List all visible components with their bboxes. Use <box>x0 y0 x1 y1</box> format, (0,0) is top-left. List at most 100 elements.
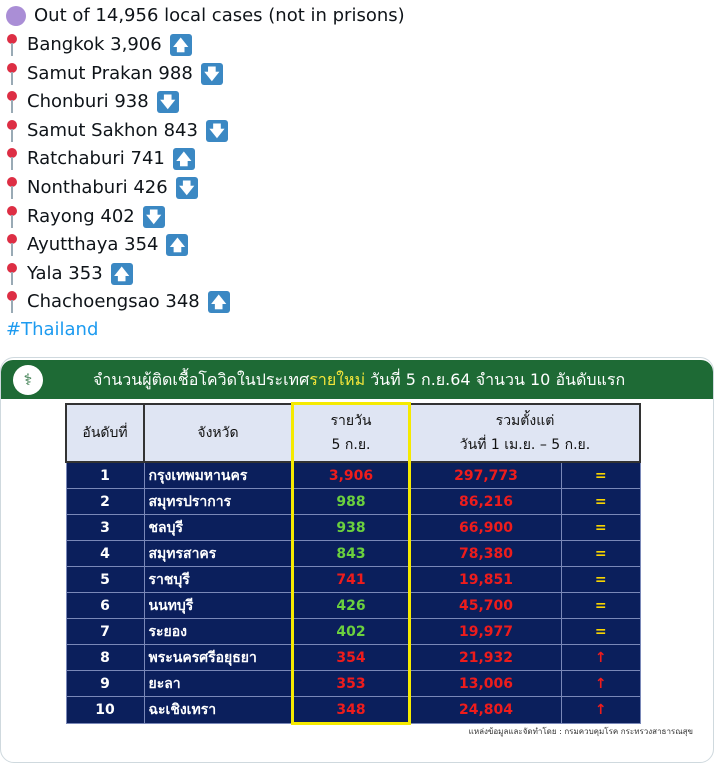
total-cell: 21,932 <box>409 644 562 671</box>
summary-line: Out of 14,956 local cases (not in prison… <box>6 3 405 29</box>
header-province: จังหวัด <box>143 402 294 463</box>
up-arrow-icon: ↑ <box>561 644 641 671</box>
daily-cell: 354 <box>291 644 411 671</box>
round-pushpin-icon <box>6 205 18 229</box>
province-text: Chachoengsao 348 <box>27 291 200 313</box>
round-pushpin-icon <box>6 233 18 257</box>
province-line: Rayong 402 🡇 <box>6 204 165 230</box>
equal-icon: = <box>561 540 641 567</box>
table-row: 7 ระยอง 402 19,977 = <box>65 618 641 645</box>
table-row: 8 พระนครศรีอยุธยา 354 21,932 ↑ <box>65 644 641 671</box>
round-pushpin-icon <box>6 290 18 314</box>
table-row: 1 กรุงเทพมหานคร 3,906 297,773 = <box>65 461 641 489</box>
rank-cell: 3 <box>65 514 145 541</box>
province-cell: นนทบุรี <box>143 592 293 619</box>
total-cell: 24,804 <box>409 696 562 724</box>
up-arrow-icon: ↑ <box>561 670 641 697</box>
ministry-logo-icon: ⚕ <box>13 364 43 395</box>
hashtag-link[interactable]: #Thailand <box>6 319 99 340</box>
daily-cell: 348 <box>291 696 411 725</box>
daily-cell: 426 <box>291 592 411 619</box>
rank-cell: 8 <box>65 644 145 671</box>
daily-cell: 988 <box>291 488 411 515</box>
province-cell: ระยอง <box>143 618 293 645</box>
total-cell: 19,977 <box>409 618 562 645</box>
province-line: Samut Prakan 988 🡇 <box>6 61 223 87</box>
purple-circle-icon <box>6 6 26 26</box>
rank-cell: 4 <box>65 540 145 567</box>
table-row: 3 ชลบุรี 938 66,900 = <box>65 514 641 541</box>
table-row: 9 ยะลา 353 13,006 ↑ <box>65 670 641 697</box>
rank-cell: 1 <box>65 461 145 489</box>
up-arrow-icon: 🡅 <box>110 262 133 285</box>
province-line: Ayutthaya 354 🡅 <box>6 232 189 258</box>
daily-cell: 402 <box>291 618 411 645</box>
province-cell: กรุงเทพมหานคร <box>143 461 293 489</box>
rank-cell: 5 <box>65 566 145 593</box>
province-cell: สมุทรปราการ <box>143 488 293 515</box>
province-text: Chonburi 938 <box>27 91 149 113</box>
daily-cell: 353 <box>291 670 411 697</box>
table-row: 6 นนทบุรี 426 45,700 = <box>65 592 641 619</box>
province-text: Samut Prakan 988 <box>27 62 193 84</box>
province-cell: ราชบุรี <box>143 566 293 593</box>
equal-icon: = <box>561 592 641 619</box>
down-arrow-icon: 🡇 <box>200 62 223 85</box>
province-text: Ayutthaya 354 <box>27 234 159 256</box>
round-pushpin-icon <box>6 176 18 200</box>
top10-table: อันดับที่ จังหวัด รายวัน 5 ก.ย. รวมตั้งแต… <box>65 402 641 725</box>
province-text: Nonthaburi 426 <box>27 177 168 198</box>
equal-icon: = <box>561 566 641 593</box>
province-cell: ยะลา <box>143 670 293 697</box>
daily-cell: 843 <box>291 540 411 567</box>
header-total: รวมตั้งแต่ วันที่ 1 เม.ย. – 5 ก.ย. <box>408 402 641 463</box>
equal-icon: = <box>561 618 641 645</box>
rank-cell: 7 <box>65 618 145 645</box>
total-cell: 297,773 <box>409 461 562 489</box>
province-text: Samut Sakhon 843 <box>27 119 198 141</box>
total-cell: 13,006 <box>409 670 562 697</box>
province-cell: ฉะเชิงเทรา <box>143 696 293 724</box>
source-note: แหล่งข้อมูลและจัดทำโดย : กรมควบคุมโรค กร… <box>468 727 693 736</box>
daily-cell: 3,906 <box>291 461 411 489</box>
round-pushpin-icon <box>6 90 18 114</box>
table-row: 4 สมุทรสาคร 843 78,380 = <box>65 540 641 567</box>
up-arrow-icon: ↑ <box>561 696 641 724</box>
round-pushpin-icon <box>6 62 18 86</box>
province-cell: พระนครศรีอยุธยา <box>143 644 293 671</box>
hashtag-line: #Thailand <box>6 317 98 343</box>
image-title: จำนวนผู้ติดเชื้อโควิดในประเทศรายใหม่ วัน… <box>93 369 626 389</box>
province-cell: สมุทรสาคร <box>143 540 293 567</box>
table-row: 5 ราชบุรี 741 19,851 = <box>65 566 641 593</box>
down-arrow-icon: 🡇 <box>142 205 165 228</box>
rank-cell: 10 <box>65 696 145 724</box>
down-arrow-icon: 🡇 <box>175 177 198 199</box>
round-pushpin-icon <box>6 262 18 286</box>
table-row: 2 สมุทรปราการ 988 86,216 = <box>65 488 641 515</box>
round-pushpin-icon <box>6 33 18 57</box>
province-text: Yala 353 <box>27 262 103 284</box>
province-text: Ratchaburi 741 <box>27 148 165 170</box>
daily-cell: 938 <box>291 514 411 541</box>
tweet-image[interactable]: ⚕ จำนวนผู้ติดเชื้อโควิดในประเทศรายใหม่ ว… <box>0 357 714 763</box>
daily-cell: 741 <box>291 566 411 593</box>
equal-icon: = <box>561 488 641 515</box>
up-arrow-icon: 🡅 <box>207 291 230 314</box>
round-pushpin-icon <box>6 119 18 143</box>
equal-icon: = <box>561 514 641 541</box>
province-line: Chonburi 938 🡇 <box>6 89 179 115</box>
province-line: Samut Sakhon 843 🡇 <box>6 118 228 144</box>
equal-icon: = <box>561 461 641 489</box>
rank-cell: 6 <box>65 592 145 619</box>
image-title-band: ⚕ จำนวนผู้ติดเชื้อโควิดในประเทศรายใหม่ ว… <box>1 360 713 399</box>
rank-cell: 9 <box>65 670 145 697</box>
province-line: Yala 353 🡅 <box>6 261 133 287</box>
rank-cell: 2 <box>65 488 145 515</box>
total-cell: 86,216 <box>409 488 562 515</box>
province-line: Ratchaburi 741 🡅 <box>6 146 195 172</box>
up-arrow-icon: 🡅 <box>169 34 192 56</box>
total-cell: 19,851 <box>409 566 562 593</box>
down-arrow-icon: 🡇 <box>156 91 179 114</box>
header-daily: รายวัน 5 ก.ย. <box>291 402 411 463</box>
province-text: Rayong 402 <box>27 205 135 227</box>
